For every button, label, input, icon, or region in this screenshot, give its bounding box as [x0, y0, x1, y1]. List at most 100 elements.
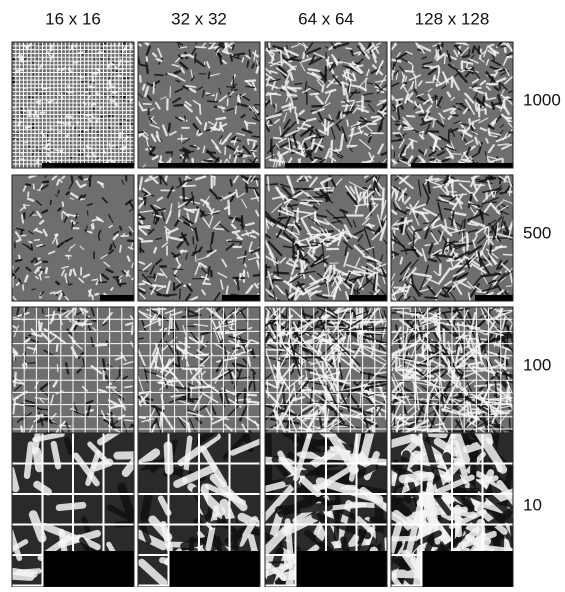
- stroke: [67, 440, 71, 452]
- stroke: [246, 123, 255, 124]
- stroke: [88, 86, 94, 87]
- stroke: [127, 271, 129, 276]
- stroke: [99, 236, 100, 240]
- stroke: [93, 224, 94, 229]
- row-label: 100: [523, 355, 551, 374]
- stroke: [157, 295, 168, 296]
- stroke: [56, 150, 62, 151]
- stroke: [196, 47, 206, 48]
- stroke: [144, 497, 148, 518]
- stroke: [246, 86, 255, 87]
- stroke: [346, 48, 351, 49]
- stroke: [403, 476, 430, 479]
- stroke: [476, 105, 477, 111]
- stroke: [29, 146, 31, 147]
- stroke: [449, 55, 450, 62]
- stroke: [508, 56, 515, 57]
- stroke: [132, 326, 133, 334]
- stroke: [183, 186, 196, 187]
- stroke: [92, 225, 93, 229]
- stroke: [33, 184, 34, 189]
- stroke: [236, 218, 242, 219]
- stroke: [391, 438, 412, 444]
- stroke: [57, 345, 58, 351]
- stroke: [26, 184, 30, 185]
- stroke: [376, 272, 378, 290]
- filter-panel: [388, 40, 533, 171]
- stroke: [166, 230, 167, 241]
- filter-panel: [136, 39, 280, 171]
- stroke: [233, 231, 239, 232]
- stroke: [498, 144, 509, 145]
- stroke: [209, 72, 210, 78]
- stroke: [231, 180, 232, 186]
- stroke: [389, 228, 400, 229]
- stroke: [100, 275, 101, 282]
- stroke: [140, 65, 147, 66]
- stroke: [195, 53, 196, 62]
- stroke: [46, 268, 47, 273]
- stroke: [297, 251, 298, 261]
- stroke: [111, 413, 112, 426]
- row-label: 500: [523, 223, 551, 242]
- stroke: [158, 274, 163, 275]
- stroke: [207, 251, 212, 252]
- stroke: [186, 86, 196, 87]
- stroke: [193, 237, 194, 244]
- stroke: [174, 105, 183, 106]
- stroke: [37, 451, 40, 468]
- stroke: [59, 505, 83, 507]
- stroke: [15, 373, 16, 386]
- stroke: [242, 58, 243, 62]
- stroke: [120, 246, 121, 252]
- stroke: [64, 124, 68, 125]
- stroke: [27, 445, 31, 476]
- stroke: [466, 64, 467, 69]
- stroke: [135, 284, 144, 285]
- stroke: [493, 103, 499, 104]
- stroke: [366, 78, 367, 90]
- stroke: [242, 216, 243, 229]
- stroke: [96, 344, 109, 345]
- empty-tiles: [285, 163, 407, 168]
- stroke: [207, 152, 215, 153]
- stroke: [274, 138, 281, 139]
- stroke: [154, 248, 156, 252]
- stroke: [143, 109, 148, 110]
- stroke: [325, 67, 326, 82]
- stroke: [483, 213, 484, 222]
- stroke: [315, 158, 321, 159]
- stroke: [200, 105, 201, 115]
- stroke: [236, 106, 237, 113]
- stroke: [19, 571, 39, 572]
- stroke: [185, 116, 186, 120]
- stroke: [365, 161, 370, 162]
- empty-tiles: [411, 163, 533, 168]
- stroke: [509, 188, 510, 196]
- stroke: [230, 155, 231, 158]
- stroke: [336, 490, 338, 539]
- stroke: [503, 254, 515, 255]
- stroke: [344, 112, 353, 113]
- stroke: [427, 179, 439, 180]
- row-label: 10: [523, 495, 542, 514]
- stroke: [16, 260, 22, 261]
- texture: [374, 292, 528, 447]
- texture: [259, 37, 407, 172]
- stroke: [342, 105, 353, 106]
- stroke: [172, 269, 183, 270]
- stroke: [347, 120, 348, 126]
- stroke: [217, 118, 226, 119]
- stroke: [270, 95, 271, 104]
- stroke: [110, 245, 111, 249]
- texture: [371, 415, 544, 587]
- texture: [131, 300, 266, 439]
- stroke: [140, 219, 144, 220]
- stroke: [17, 240, 20, 241]
- stroke: [42, 309, 43, 313]
- texture: [246, 290, 402, 446]
- stroke: [445, 55, 446, 63]
- filter-panel: [371, 415, 544, 587]
- stroke: [39, 94, 44, 95]
- texture: [9, 304, 138, 437]
